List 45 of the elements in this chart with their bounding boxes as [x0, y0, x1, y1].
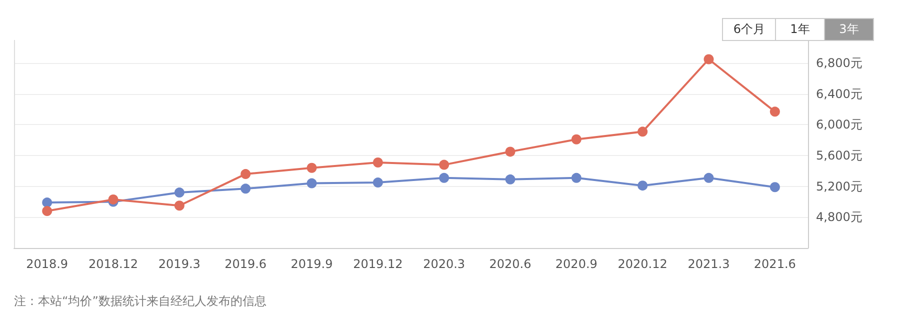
point [306, 178, 317, 188]
point [770, 106, 780, 117]
point [372, 178, 383, 188]
point [571, 134, 582, 144]
text: 3年 [824, 19, 873, 40]
text: 6个月 [723, 19, 775, 40]
point [439, 160, 450, 170]
y-tick-label: 6,400元 [816, 86, 862, 101]
point [42, 198, 52, 208]
point [439, 172, 450, 183]
text: 1年 [775, 19, 824, 40]
x-tick-label: 2020.3 [423, 257, 466, 271]
x-tick-label: 2020.6 [489, 257, 532, 271]
text: 注：本站“均价”数据统计来自经纪人发布的信息 [14, 293, 266, 310]
point [770, 182, 780, 192]
point [505, 146, 516, 157]
point [174, 200, 184, 211]
x-tick-label: 2019.6 [224, 257, 267, 271]
point [108, 194, 118, 204]
point [505, 174, 516, 184]
x-tick-label: 2021.3 [688, 257, 730, 271]
point [240, 184, 251, 194]
y-tick-label: 4,800元 [816, 210, 862, 224]
x-tick-label: 2020.9 [555, 257, 598, 271]
point [306, 162, 317, 173]
y-tick-label: 6,000元 [816, 118, 862, 132]
point [704, 54, 714, 64]
y-tick-label: 5,600元 [816, 148, 862, 163]
x-tick-label: 2018.9 [26, 257, 68, 271]
point [240, 169, 251, 180]
y-tick-label: 5,200元 [816, 179, 862, 194]
point [372, 157, 383, 168]
point [571, 172, 582, 183]
x-tick-label: 2019.9 [290, 257, 333, 271]
point [638, 180, 648, 191]
x-tick-label: 2019.3 [158, 257, 200, 271]
x-tick-label: 2018.12 [88, 257, 138, 271]
point [174, 188, 184, 198]
x-tick-label: 2021.6 [754, 257, 796, 271]
y-tick-label: 6,800元 [816, 56, 862, 70]
point [704, 172, 714, 183]
point [42, 206, 52, 216]
x-tick-label: 2020.12 [618, 257, 668, 271]
x-tick-label: 2019.12 [353, 257, 403, 271]
point [638, 126, 648, 137]
